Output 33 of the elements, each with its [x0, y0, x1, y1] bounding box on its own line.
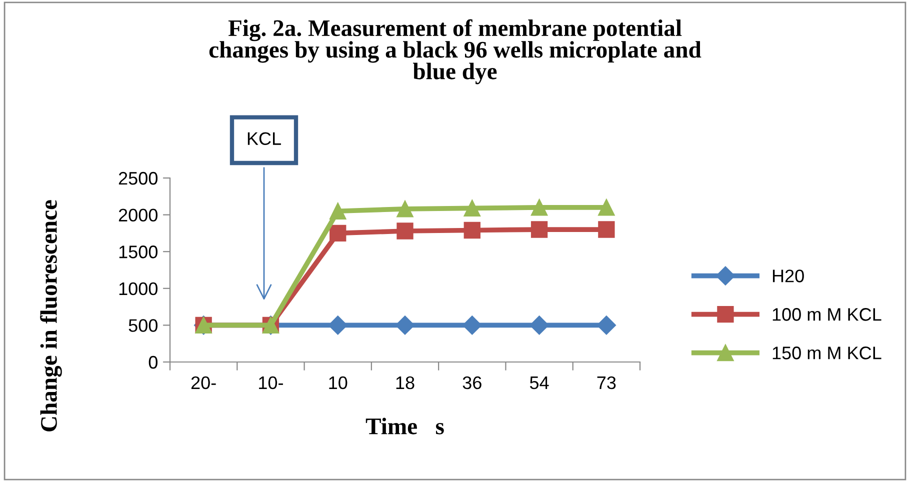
x-tick-label: 36 [462, 376, 482, 390]
y-tick-label: 2500 [118, 172, 158, 185]
y-tick-label: 2000 [118, 208, 158, 222]
point [396, 222, 414, 240]
y-tick-label: 1500 [119, 246, 158, 258]
legend-label: 150 m M KCL [772, 346, 882, 360]
y-axis-title: Change in fluorescence [40, 200, 62, 432]
point [530, 199, 548, 216]
point [330, 202, 346, 220]
point [464, 222, 480, 239]
x-tick-label: 18 [396, 376, 414, 390]
point [330, 224, 346, 242]
legend-label: 100 m M KCL [772, 308, 882, 321]
x-tick-label: 10 [329, 376, 348, 390]
point [598, 221, 615, 238]
x-axis-title: Time s [366, 418, 444, 434]
legend-label: H20 [772, 270, 804, 282]
x-tick-label: 54 [530, 376, 549, 390]
x-tick-label: 20- [191, 376, 216, 390]
x-tick-label: 73 [597, 376, 616, 390]
point [328, 316, 348, 335]
point [598, 199, 615, 216]
y-tick-label: 0 [148, 356, 158, 369]
x-tick-label: 10- [259, 376, 283, 390]
point [464, 200, 480, 217]
point [530, 221, 548, 238]
chart-title: Fig. 2a. Measurement of membrane potential changes by using a black 96 wells microplate and blue dye [209, 19, 702, 84]
text: KCL [248, 132, 281, 145]
point [530, 316, 549, 335]
point [396, 200, 414, 218]
y-tick-label: 1000 [119, 282, 158, 296]
y-tick-label: 500 [128, 319, 158, 332]
point [462, 316, 482, 335]
